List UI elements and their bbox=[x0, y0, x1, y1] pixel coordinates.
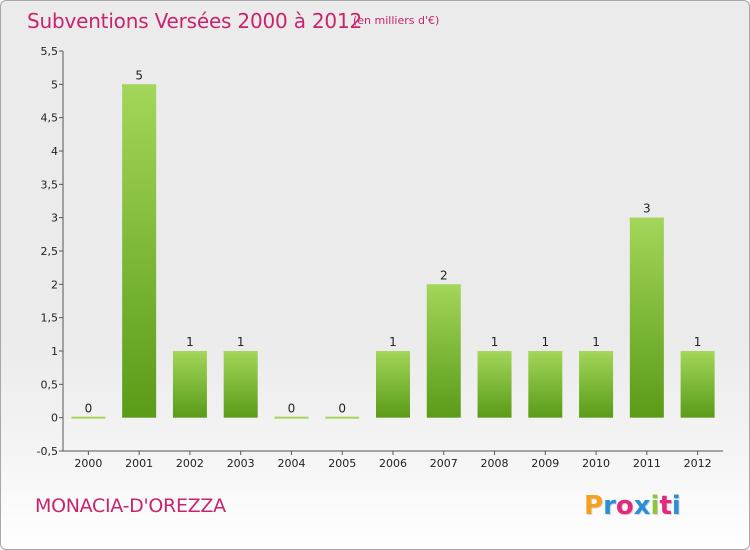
bar-2010 bbox=[579, 351, 614, 418]
data-label-2000: 0 bbox=[85, 402, 93, 416]
bar-top-highlight bbox=[376, 351, 410, 353]
bar-2002 bbox=[172, 351, 207, 418]
x-tick-label: 2002 bbox=[176, 457, 204, 470]
bar-2007 bbox=[426, 284, 461, 418]
y-tick-label: 4 bbox=[51, 145, 58, 158]
bar-2008 bbox=[477, 351, 512, 418]
x-tick-label: 2003 bbox=[227, 457, 255, 470]
logo-letter: o bbox=[615, 491, 634, 521]
bar-top-highlight bbox=[629, 217, 664, 220]
proxiti-logo: Proxiti bbox=[584, 491, 681, 521]
x-tick-label: 2005 bbox=[328, 457, 356, 470]
y-tick-label: 5,5 bbox=[41, 45, 59, 58]
bar-2003 bbox=[223, 351, 258, 418]
data-label-2009: 1 bbox=[541, 335, 549, 349]
bar-top-highlight bbox=[680, 351, 715, 353]
bar-2009 bbox=[528, 351, 563, 418]
data-label-2012: 1 bbox=[694, 335, 702, 349]
bar-top-highlight bbox=[172, 351, 207, 353]
x-tick-label: 2009 bbox=[531, 457, 559, 470]
data-label-2001: 5 bbox=[135, 68, 143, 82]
y-tick-label: 5 bbox=[51, 78, 58, 91]
bar-top-highlight bbox=[426, 284, 461, 287]
y-tick-label: 1 bbox=[51, 345, 58, 358]
bar-2000 bbox=[71, 416, 106, 419]
y-tick-label: 0,5 bbox=[41, 378, 59, 391]
logo-letter: P bbox=[584, 491, 604, 521]
y-tick-label: 2,5 bbox=[41, 245, 59, 258]
x-tick-label: 2008 bbox=[481, 457, 509, 470]
chart-title: Subventions Versées 2000 à 2012 bbox=[27, 9, 363, 33]
bar-2006 bbox=[376, 351, 410, 418]
data-label-2005: 0 bbox=[338, 402, 346, 416]
x-tick-label: 2012 bbox=[684, 457, 712, 470]
bar-2005 bbox=[325, 416, 360, 419]
logo-letter: i bbox=[671, 491, 681, 521]
x-tick-label: 2006 bbox=[379, 457, 407, 470]
logo-letter: t bbox=[659, 491, 672, 521]
bar-2001 bbox=[122, 84, 157, 418]
logo-letter: x bbox=[633, 491, 651, 521]
bar-2011 bbox=[629, 217, 664, 418]
y-tick-label: 4,5 bbox=[41, 112, 59, 125]
chart-subtitle: (en milliers d'€) bbox=[353, 14, 440, 27]
logo-letter: i bbox=[650, 491, 660, 521]
y-tick-label: 2 bbox=[51, 278, 58, 291]
y-tick-label: 3 bbox=[51, 212, 58, 225]
bar-top-highlight bbox=[477, 351, 512, 353]
y-tick-label: 0 bbox=[51, 412, 58, 425]
data-label-2008: 1 bbox=[491, 335, 499, 349]
x-tick-label: 2007 bbox=[430, 457, 458, 470]
x-tick-label: 2011 bbox=[633, 457, 661, 470]
data-label-2006: 1 bbox=[389, 335, 397, 349]
data-label-2010: 1 bbox=[592, 335, 600, 349]
data-label-2003: 1 bbox=[237, 335, 245, 349]
bar-2004 bbox=[274, 416, 309, 419]
x-tick-label: 2000 bbox=[74, 457, 102, 470]
x-tick-label: 2001 bbox=[125, 457, 153, 470]
y-tick-label: 3,5 bbox=[41, 178, 59, 191]
y-tick-label: -0,5 bbox=[37, 445, 58, 458]
bar-2012 bbox=[680, 351, 715, 418]
y-tick-label: 1,5 bbox=[41, 312, 59, 325]
bar-top-highlight bbox=[528, 351, 563, 353]
data-label-2011: 3 bbox=[643, 202, 651, 216]
commune-name: MONACIA-D'OREZZA bbox=[35, 495, 226, 517]
bar-top-highlight bbox=[579, 351, 614, 353]
data-label-2007: 2 bbox=[440, 268, 448, 282]
x-tick-label: 2004 bbox=[277, 457, 305, 470]
bar-top-highlight bbox=[223, 351, 258, 353]
logo-letter: r bbox=[603, 491, 616, 521]
x-tick-label: 2010 bbox=[582, 457, 610, 470]
data-label-2002: 1 bbox=[186, 335, 194, 349]
data-label-2004: 0 bbox=[288, 402, 296, 416]
bar-top-highlight bbox=[122, 84, 157, 87]
